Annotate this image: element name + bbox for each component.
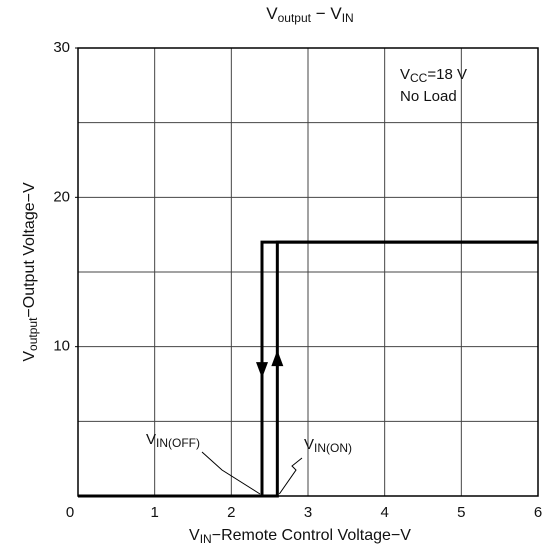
leader-line: [201, 451, 261, 495]
annotation-label-part: V: [146, 431, 156, 448]
x-axis-label-part: IN: [200, 532, 212, 546]
direction-arrow: [271, 350, 284, 367]
x-tick-label: 0: [66, 504, 74, 521]
leader-line: [278, 457, 303, 495]
y-tick-label: 10: [53, 338, 70, 355]
x-axis-label: VIN−Remote Control Voltage−V: [189, 527, 411, 546]
x-axis-label-part: V: [189, 527, 200, 544]
y-tick-label: 30: [53, 39, 70, 56]
plot-frame: [77, 47, 539, 497]
y-axis-label-part: V: [21, 351, 38, 362]
annotation-label-part: IN(ON): [314, 441, 352, 455]
x-axis-label-part: −Remote Control Voltage−V: [212, 527, 412, 544]
chart-title: Voutput − VIN: [266, 4, 353, 25]
note-text-part: CC: [410, 71, 428, 85]
y-axis-label: Voutput−Output Voltage−V: [21, 182, 40, 362]
annotation-label-part: V: [304, 436, 314, 453]
note-text-part: V: [400, 66, 410, 83]
x-tick-label: 2: [227, 504, 235, 521]
chart-title-part: V: [266, 4, 278, 23]
y-axis-label-part: −Output Voltage−V: [21, 182, 38, 318]
direction-arrow: [256, 362, 268, 379]
annotation-label: VIN(OFF): [146, 431, 200, 450]
chart-title-part: output: [278, 11, 312, 25]
note-text-part: =18 V: [427, 66, 467, 83]
note-text-part: No Load: [400, 88, 457, 105]
y-tick-label: 20: [53, 188, 70, 205]
note-text: VCC=18 V: [400, 66, 467, 85]
x-tick-label: 4: [380, 504, 388, 521]
note-text: No Load: [400, 88, 457, 105]
annotation-label: VIN(ON): [304, 436, 352, 455]
x-tick-label: 6: [534, 504, 542, 521]
chart-title-part: IN: [342, 11, 354, 25]
annotation-label-part: IN(OFF): [156, 436, 200, 450]
x-tick-label: 5: [457, 504, 465, 521]
chart-title-part: − V: [311, 4, 342, 23]
y-axis-label-part: output: [26, 317, 40, 351]
x-tick-label: 3: [304, 504, 312, 521]
x-tick-label: 1: [150, 504, 158, 521]
